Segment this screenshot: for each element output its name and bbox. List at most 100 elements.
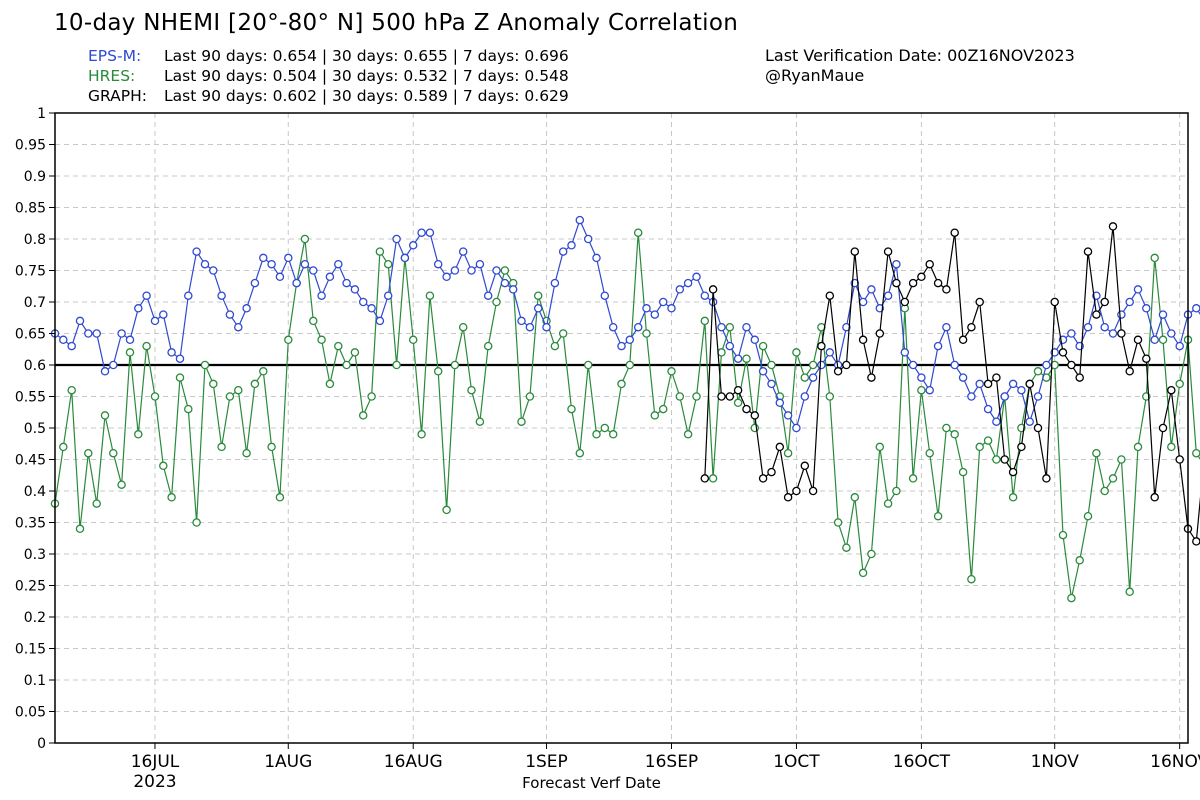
data-point-graph [775, 442, 785, 452]
data-point-eps-m [742, 322, 751, 332]
y-tick-label: 0.2 [24, 610, 46, 626]
data-point-hres [67, 385, 76, 395]
data-point-hres [942, 423, 951, 433]
data-point-eps-m [1000, 392, 1009, 401]
data-point-eps-m [192, 247, 201, 256]
data-point-hres [1108, 474, 1118, 483]
data-point-eps-m [542, 322, 551, 332]
data-point-hres [100, 411, 110, 420]
data-point-eps-m [184, 291, 193, 300]
data-point-hres [883, 499, 893, 508]
data-point-eps-m [533, 304, 543, 313]
legend-name-graph: GRAPH: [88, 87, 147, 105]
data-point-eps-m [642, 304, 651, 313]
data-point-hres [358, 411, 368, 420]
data-point-graph [1167, 385, 1176, 395]
y-tick-label: 0.4 [24, 484, 46, 500]
data-point-eps-m [250, 278, 260, 288]
data-point-eps-m [825, 348, 835, 357]
data-point-graph [833, 367, 843, 376]
data-point-eps-m [392, 234, 401, 244]
data-point-eps-m [900, 348, 910, 357]
data-point-hres [1008, 493, 1018, 502]
data-point-graph [742, 404, 751, 414]
data-point-eps-m [958, 373, 968, 382]
data-point-graph [967, 322, 976, 332]
data-point-hres [1092, 448, 1101, 458]
data-point-graph [917, 272, 926, 282]
data-point-hres [125, 348, 135, 357]
data-point-graph [983, 379, 993, 389]
data-point-eps-m [583, 234, 593, 244]
data-point-graph [1192, 537, 1200, 546]
data-point-eps-m [350, 285, 360, 294]
y-tick-label: 0.35 [15, 516, 46, 532]
data-point-eps-m [750, 335, 760, 345]
data-point-eps-m [200, 259, 210, 269]
data-point-hres [425, 291, 435, 300]
data-point-hres [1117, 455, 1126, 464]
data-point-graph [933, 278, 943, 288]
y-tick-label: 0.1 [24, 673, 46, 689]
data-point-eps-m [1158, 310, 1168, 319]
data-point-hres [458, 322, 468, 332]
data-point-graph [1158, 423, 1168, 433]
x-tick-label: 1NOV [1031, 752, 1080, 772]
y-tick-label: 0.55 [15, 390, 46, 406]
data-point-hres [109, 448, 118, 458]
data-point-hres [367, 392, 376, 401]
data-point-eps-m [1133, 285, 1143, 294]
data-point-eps-m [1025, 417, 1034, 426]
y-tick-label: 0.7 [24, 295, 46, 311]
data-point-eps-m [858, 297, 868, 307]
data-point-hres [808, 360, 818, 370]
y-tick-label: 0.45 [15, 453, 46, 469]
y-tick-label: 0.85 [15, 201, 46, 217]
data-point-eps-m [1175, 341, 1184, 351]
data-point-eps-m [783, 411, 793, 420]
data-point-hres [300, 234, 310, 244]
data-point-graph [1033, 423, 1043, 433]
data-point-eps-m [675, 285, 685, 294]
legend-stats-eps-m: Last 90 days: 0.654 | 30 days: 0.655 | 7… [164, 47, 569, 65]
data-point-hres [617, 379, 626, 389]
x-tick-label: 16JUL [131, 752, 180, 772]
data-point-hres [800, 373, 810, 382]
x-tick-label: 1OCT [773, 752, 820, 772]
data-point-eps-m [1125, 297, 1134, 307]
data-point-graph [1175, 455, 1184, 464]
data-point-eps-m [792, 423, 801, 433]
data-point-hres [1083, 511, 1093, 521]
legend-name-hres: HRES: [88, 67, 136, 85]
data-point-eps-m [425, 228, 435, 237]
data-point-eps-m [442, 272, 451, 282]
data-point-eps-m [334, 259, 343, 269]
y-tick-label: 0.95 [15, 138, 46, 154]
data-point-hres [200, 360, 210, 370]
data-point-hres [683, 430, 693, 439]
data-point-graph [1058, 348, 1068, 357]
data-point-hres [1150, 253, 1159, 263]
grid-lines [55, 113, 1188, 743]
data-point-hres [858, 568, 868, 578]
data-point-eps-m [309, 266, 318, 275]
data-point-hres [234, 385, 243, 395]
data-point-hres [658, 404, 668, 414]
data-point-hres [483, 341, 493, 351]
data-point-hres [525, 392, 535, 401]
data-point-graph [958, 335, 968, 345]
data-point-eps-m [600, 291, 610, 300]
data-point-hres [925, 448, 934, 458]
data-point-eps-m [975, 379, 984, 389]
data-point-eps-m [234, 322, 243, 332]
data-point-eps-m [458, 247, 468, 256]
data-point-eps-m [150, 316, 160, 326]
data-point-graph [800, 461, 810, 471]
data-point-eps-m [800, 392, 810, 401]
data-point-eps-m [558, 247, 568, 256]
y-tick-label: 0.75 [15, 264, 46, 280]
data-point-eps-m [808, 373, 818, 382]
data-point-graph [900, 297, 910, 307]
data-point-hres [134, 430, 143, 439]
data-point-hres [758, 341, 768, 351]
